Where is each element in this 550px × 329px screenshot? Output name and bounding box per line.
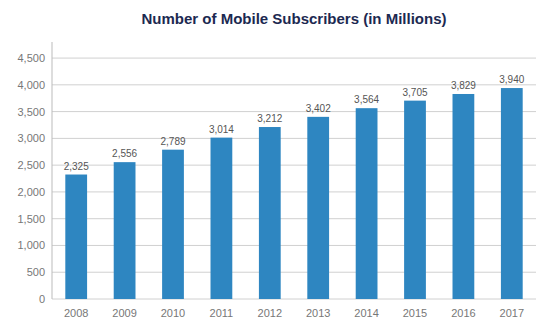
bar xyxy=(307,117,329,299)
data-label: 3,212 xyxy=(257,113,282,124)
x-tick-label: 2010 xyxy=(161,307,185,319)
y-tick-label: 1,000 xyxy=(17,239,45,251)
bar xyxy=(453,94,475,299)
bar xyxy=(259,127,281,299)
data-label: 3,705 xyxy=(402,87,427,98)
bars xyxy=(65,88,522,299)
x-tick-label: 2016 xyxy=(451,307,475,319)
data-label: 2,556 xyxy=(112,148,137,159)
chart-container: Number of Mobile Subscribers (in Million… xyxy=(0,0,550,329)
x-tick-label: 2008 xyxy=(64,307,88,319)
x-tick-label: 2012 xyxy=(258,307,282,319)
x-tick-label: 2011 xyxy=(210,307,234,319)
bar xyxy=(404,101,426,299)
y-tick-label: 0 xyxy=(39,293,45,305)
grid xyxy=(52,58,536,299)
y-tick-label: 500 xyxy=(27,266,45,278)
y-tick-label: 3,500 xyxy=(17,106,45,118)
y-tick-label: 4,500 xyxy=(17,52,45,64)
x-tick-label: 2015 xyxy=(403,307,427,319)
x-tick-label: 2013 xyxy=(306,307,330,319)
bar xyxy=(65,175,87,299)
data-label: 2,325 xyxy=(64,161,89,172)
bar xyxy=(501,88,523,299)
bar xyxy=(211,138,233,299)
bar xyxy=(356,108,378,299)
y-axis-line xyxy=(52,42,53,299)
data-label: 2,789 xyxy=(160,136,185,147)
data-label: 3,014 xyxy=(209,124,234,135)
title: Number of Mobile Subscribers (in Million… xyxy=(141,10,446,27)
y-tick-label: 2,000 xyxy=(17,186,45,198)
y-tick-label: 3,000 xyxy=(17,132,45,144)
x-tick-label: 2014 xyxy=(354,307,378,319)
data-label: 3,402 xyxy=(306,103,331,114)
data-label: 3,564 xyxy=(354,94,379,105)
grid-line xyxy=(52,58,536,59)
y-tick-label: 2,500 xyxy=(17,159,45,171)
data-label: 3,829 xyxy=(451,80,476,91)
chart-svg: Number of Mobile Subscribers (in Million… xyxy=(0,0,550,329)
data-label: 3,940 xyxy=(499,74,524,85)
bar xyxy=(114,162,136,299)
bar xyxy=(162,150,184,299)
y-tick-label: 4,000 xyxy=(17,79,45,91)
y-tick-label: 1,500 xyxy=(17,213,45,225)
x-tick-label: 2017 xyxy=(500,307,524,319)
x-tick-label: 2009 xyxy=(112,307,136,319)
